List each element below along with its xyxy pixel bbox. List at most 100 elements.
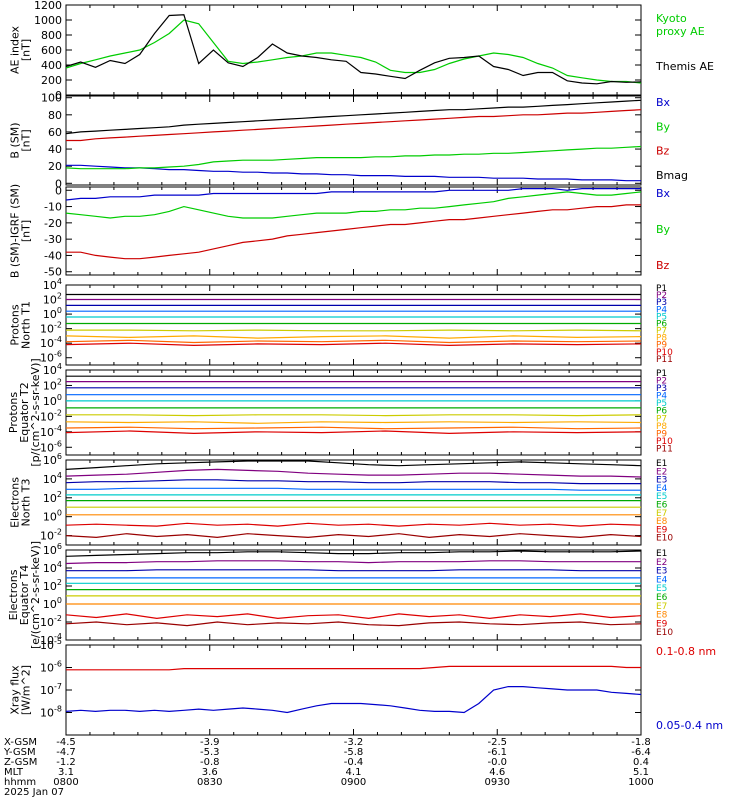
legend-label: E6 [656,501,668,511]
ephemeris-value: -3.2 [344,737,364,748]
y-tick-label: 0 [55,177,62,190]
y-tick-label: 100 [41,92,62,105]
legend-label: E4 [656,575,668,585]
ephemeris-row-label: X-GSM [4,737,37,748]
series-line-P9 [65,339,642,344]
legend-label: P6 [656,319,667,329]
ephemeris-value: 4.1 [346,767,362,778]
legend-label: By [656,120,671,133]
y-tick-label: 1200 [34,0,62,12]
ephemeris-value: -3.9 [200,737,220,748]
y-axis-label: B (SM)-IGRF (SM) [9,184,22,278]
series-line-P10 [65,342,642,347]
y-axis-label: Equator T4 [18,565,31,625]
series-line-P7 [66,414,642,417]
legend-label: P7 [656,414,667,424]
series-line-Bx [65,188,641,201]
ephemeris-value: 0800 [53,777,78,788]
y-axis-label: AE index [9,25,22,74]
y-tick-label: 102 [43,578,62,593]
legend-label: Bx [656,187,671,200]
panel-frame [65,4,642,96]
legend-label: 0.1-0.8 nm [656,645,716,658]
legend-label: P3 [656,298,667,308]
series-line-Kyoto-proxy-AE [65,19,642,84]
legend-label: Bmag [656,169,688,182]
y-tick-label: 0 [55,184,62,197]
y-tick-label: 100 [43,393,62,408]
series-line-Bmag [65,99,642,135]
y-tick-label: 10-8 [40,705,62,720]
y-axis-label: [p/(cm^2-s-sr-keV)] [29,358,42,466]
legend-label: P11 [656,355,673,365]
y-axis-label: [nT] [20,129,33,151]
y-tick-label: 10-6 [40,660,62,675]
series-line-0-05-0-4-nm [65,685,642,714]
series-line-P7 [66,329,642,332]
y-tick-label: 10-2 [40,614,62,629]
y-tick-label: 104 [43,560,62,575]
ephemeris-value: -4.7 [56,747,76,758]
ephemeris-value: 3.1 [58,767,74,778]
y-tick-label: -40 [44,249,62,262]
series-line-By [65,145,642,170]
y-axis-label: [W/m^2] [20,665,33,715]
legend-label: Bx [656,96,671,109]
ephemeris-value: 5.1 [633,767,649,778]
y-tick-label: 600 [41,44,62,57]
legend-label: P5 [656,312,667,322]
ephemeris-value: -5.3 [200,747,220,758]
series-line-E1 [65,550,642,557]
legend-label: proxy AE [656,25,705,38]
legend-label: E5 [656,584,667,594]
series-line-Themis-AE [65,14,642,85]
legend-label: P9 [656,429,667,439]
legend-label: E3 [656,476,667,486]
y-axis-label: [nT] [20,39,33,61]
y-tick-label: 10-7 [40,682,62,697]
y-tick-label: 10-2 [40,528,62,543]
panel-frame [65,186,642,276]
legend-label: P7 [656,327,667,337]
series-line-E9 [65,522,642,527]
legend-label: P4 [656,305,667,315]
y-tick-label: 10-4 [40,424,62,439]
ephemeris-value: 0900 [341,777,366,788]
legend-label: P6 [656,407,667,417]
series-line-Bz [66,109,642,142]
y-tick-label: 102 [43,292,62,307]
y-axis-label: B (SM) [9,122,22,158]
legend-label: E4 [656,484,668,494]
y-tick-label: 102 [43,377,62,392]
panel-frame [65,644,642,736]
y-tick-label: 106 [43,452,62,467]
ephemeris-value: -0.0 [487,757,507,768]
legend-label: P2 [656,291,667,301]
legend-label: E2 [656,558,667,568]
series-line-E3 [66,569,641,572]
legend-label: E7 [656,602,667,612]
y-axis-label: North T1 [20,301,33,349]
series-line-E4 [66,487,641,491]
legend-label: E8 [656,611,668,621]
legend-label: E9 [656,619,668,629]
y-tick-label: 20 [48,160,62,173]
y-tick-label: 800 [41,29,62,42]
y-tick-label: 102 [43,490,62,505]
legend-label: Kyoto [656,12,687,25]
series-line-E9 [65,613,642,620]
y-tick-label: 100 [43,509,62,524]
panel-frame [65,549,642,641]
legend-label: P9 [656,341,667,351]
series-line-E10 [65,621,642,627]
y-tick-label: 106 [43,542,62,557]
series-line-P8 [65,421,642,424]
ephemeris-row-label: 2025 Jan 07 [4,787,64,798]
legend-label: E1 [656,549,667,559]
ephemeris-value: -1.8 [631,737,651,748]
y-axis-label: Xray flux [9,665,22,715]
ephemeris-value: -6.4 [631,747,651,758]
series-line-E2 [65,468,642,478]
series-line-P8 [65,335,642,339]
